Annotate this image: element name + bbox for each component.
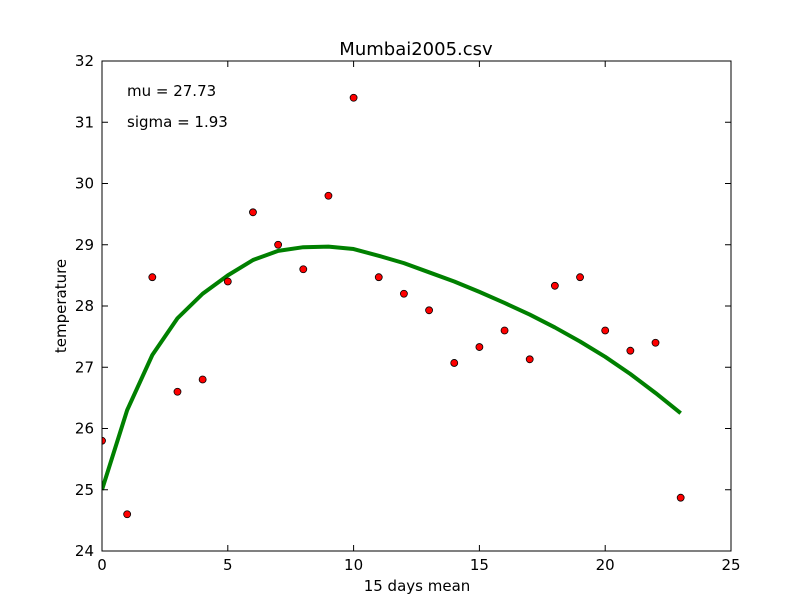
y-tick-label: 31 <box>75 113 94 131</box>
fit-line <box>102 244 682 491</box>
scatter-point <box>601 326 610 335</box>
scatter-point <box>475 343 484 351</box>
y-tick-label: 25 <box>75 481 94 499</box>
plot-area <box>102 93 685 519</box>
scatter-point <box>500 326 509 335</box>
scatter-point <box>123 510 132 519</box>
scatter-point <box>550 281 559 290</box>
scatter-point <box>299 265 308 274</box>
x-tick-label: 5 <box>223 556 233 574</box>
scatter-point <box>223 277 232 286</box>
scatter-point <box>576 273 584 282</box>
scatter-point <box>525 355 534 364</box>
y-tick-label: 26 <box>75 420 94 438</box>
x-tick-label: 20 <box>596 556 615 574</box>
scatter-point <box>400 289 408 298</box>
scatter-point <box>676 493 685 502</box>
y-tick-label: 28 <box>75 297 94 315</box>
scatter-point <box>450 359 459 367</box>
y-axis-label: temperature <box>52 259 70 353</box>
scatter-point <box>349 93 358 102</box>
x-tick-label: 25 <box>721 556 740 574</box>
axes: 0 5 10 15 20 25 24 25 26 27 28 29 30 31 32 <box>75 52 741 574</box>
scatter-point <box>148 273 157 282</box>
scatter-point <box>173 387 182 396</box>
scatter-point <box>198 375 207 384</box>
scatter-point <box>249 208 257 217</box>
x-tick-label: 0 <box>97 556 107 574</box>
y-tick-label: 30 <box>75 175 94 193</box>
scatter-point <box>425 306 433 315</box>
x-tick-label: 15 <box>470 556 489 574</box>
y-tick-label: 29 <box>75 236 94 254</box>
scatter-point <box>102 436 106 445</box>
x-tick-label: 10 <box>344 556 363 574</box>
scatter-point <box>324 191 333 200</box>
annotation-sigma: sigma = 1.93 <box>127 113 228 131</box>
y-tick-label: 27 <box>75 358 94 376</box>
scatter-point <box>374 273 383 282</box>
annotation-mu: mu = 27.73 <box>127 82 216 100</box>
scatter-points <box>102 93 685 519</box>
chart-title: Mumbai2005.csv <box>339 39 493 60</box>
scatter-point <box>626 346 635 355</box>
scatter-point <box>651 338 660 347</box>
scatter-point <box>274 240 283 249</box>
y-tick-label: 24 <box>75 542 94 560</box>
x-axis-label: 15 days mean <box>364 577 471 595</box>
y-tick-label: 32 <box>75 52 94 70</box>
